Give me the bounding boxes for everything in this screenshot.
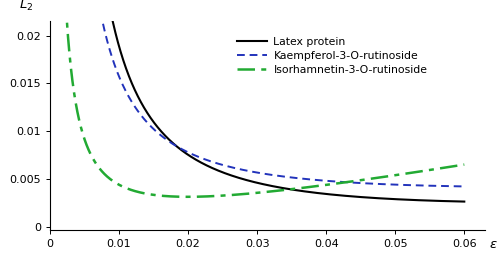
Kaempferol-3-O-rutinoside [238, 168, 244, 171]
Latex protein [450, 200, 456, 203]
Isorhamnetin-3-O-rutinoside [69, 74, 75, 77]
Isorhamnetin-3-O-rutinoside [450, 165, 456, 168]
Latex protein [374, 197, 380, 200]
Isorhamnetin-3-O-rutinoside [185, 195, 191, 198]
Latex protein [462, 200, 468, 203]
Kaempferol-3-O-rutinoside [374, 182, 380, 186]
Line: Kaempferol-3-O-rutinoside: Kaempferol-3-O-rutinoside [50, 0, 465, 186]
Kaempferol-3-O-rutinoside [462, 185, 468, 188]
Isorhamnetin-3-O-rutinoside [238, 193, 244, 196]
Latex protein [249, 180, 255, 183]
Kaempferol-3-O-rutinoside [449, 184, 455, 188]
Legend: Latex protein, Kaempferol-3-O-rutinoside, Isorhamnetin-3-O-rutinoside: Latex protein, Kaempferol-3-O-rutinoside… [236, 37, 428, 75]
Isorhamnetin-3-O-rutinoside [462, 163, 468, 166]
Isorhamnetin-3-O-rutinoside [249, 192, 255, 195]
Line: Isorhamnetin-3-O-rutinoside: Isorhamnetin-3-O-rutinoside [50, 0, 465, 197]
Line: Latex protein: Latex protein [50, 0, 465, 202]
Latex protein [238, 177, 244, 180]
Y-axis label: $\mathit{L}_2$: $\mathit{L}_2$ [19, 0, 33, 13]
Isorhamnetin-3-O-rutinoside [450, 165, 456, 168]
X-axis label: $\varepsilon$: $\varepsilon$ [490, 238, 498, 251]
Kaempferol-3-O-rutinoside [450, 184, 456, 188]
Isorhamnetin-3-O-rutinoside [374, 176, 380, 179]
Kaempferol-3-O-rutinoside [249, 170, 255, 173]
Latex protein [449, 200, 455, 203]
